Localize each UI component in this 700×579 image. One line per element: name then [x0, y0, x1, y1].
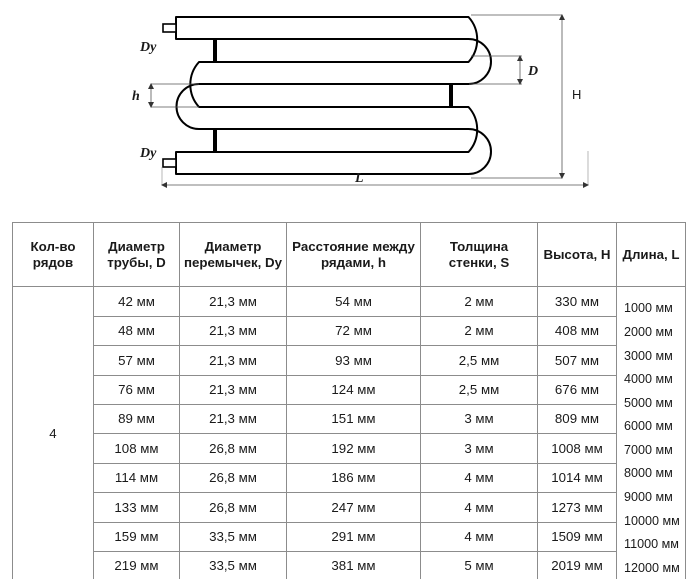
svg-text:Dy: Dy [139, 146, 157, 161]
svg-text:L: L [354, 171, 364, 186]
svg-text:H: H [572, 87, 581, 102]
svg-text:D: D [527, 64, 538, 79]
svg-text:Dy: Dy [139, 40, 157, 55]
svg-text:h: h [132, 89, 140, 104]
